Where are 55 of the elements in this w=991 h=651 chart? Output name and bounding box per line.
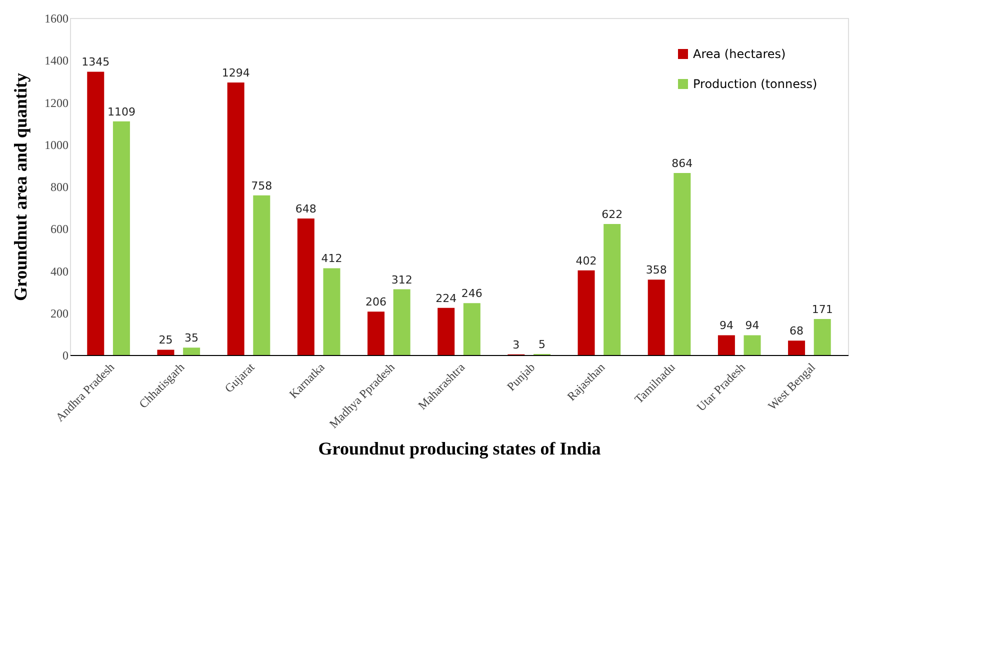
y-tick-label: 1000: [44, 138, 68, 152]
bar: [604, 224, 621, 355]
data-label: 358: [646, 264, 667, 277]
bar: [323, 268, 340, 355]
bar: [438, 308, 455, 355]
legend-label: Production (tonness): [693, 77, 818, 91]
legend-label: Area (hectares): [693, 47, 786, 61]
y-tick-label: 0: [62, 348, 68, 362]
data-label: 5: [538, 338, 546, 351]
bar: [674, 173, 691, 355]
bar: [578, 270, 595, 355]
bar: [463, 303, 480, 355]
y-axis-title: Groundnut area and quantity: [10, 73, 30, 301]
y-tick-label: 400: [50, 264, 68, 278]
bar: [297, 218, 314, 355]
data-label: 68: [790, 324, 804, 338]
data-label: 312: [391, 273, 412, 286]
data-label: 94: [719, 319, 734, 332]
data-label: 224: [436, 292, 457, 305]
x-axis-title: Groundnut producing states of India: [318, 438, 601, 458]
data-label: 171: [812, 302, 833, 316]
bar: [183, 348, 200, 355]
bar: [718, 335, 735, 355]
data-label: 94: [745, 319, 760, 332]
data-label: 246: [461, 287, 482, 300]
data-label: 1109: [107, 105, 136, 118]
bar: [814, 318, 831, 355]
y-tick-label: 800: [50, 180, 68, 194]
y-tick-label: 1400: [44, 54, 68, 68]
bar: [112, 121, 130, 355]
bar: [393, 289, 410, 355]
y-tick-label: 200: [50, 306, 68, 320]
bar: [157, 350, 174, 355]
data-label: 622: [602, 208, 623, 221]
y-tick-label: 1600: [44, 12, 68, 26]
data-label: 402: [576, 254, 597, 268]
data-label: 412: [321, 252, 342, 266]
bar: [788, 340, 806, 355]
bar: [648, 280, 665, 355]
data-label: 206: [366, 296, 386, 309]
data-label: 864: [672, 157, 693, 170]
bar: [87, 72, 104, 355]
data-label: 35: [184, 332, 199, 345]
bar: [227, 82, 244, 355]
data-label: 648: [295, 202, 316, 216]
data-label: 3: [512, 338, 520, 352]
bar: [253, 195, 270, 355]
bar: [368, 312, 384, 355]
y-tick-label: 600: [50, 222, 68, 236]
data-label: 758: [251, 179, 272, 192]
data-label: 1345: [82, 56, 110, 69]
bar: [744, 335, 761, 355]
data-label: 1294: [222, 66, 250, 80]
y-tick-label: 1200: [44, 96, 68, 110]
data-label: 25: [158, 334, 173, 347]
